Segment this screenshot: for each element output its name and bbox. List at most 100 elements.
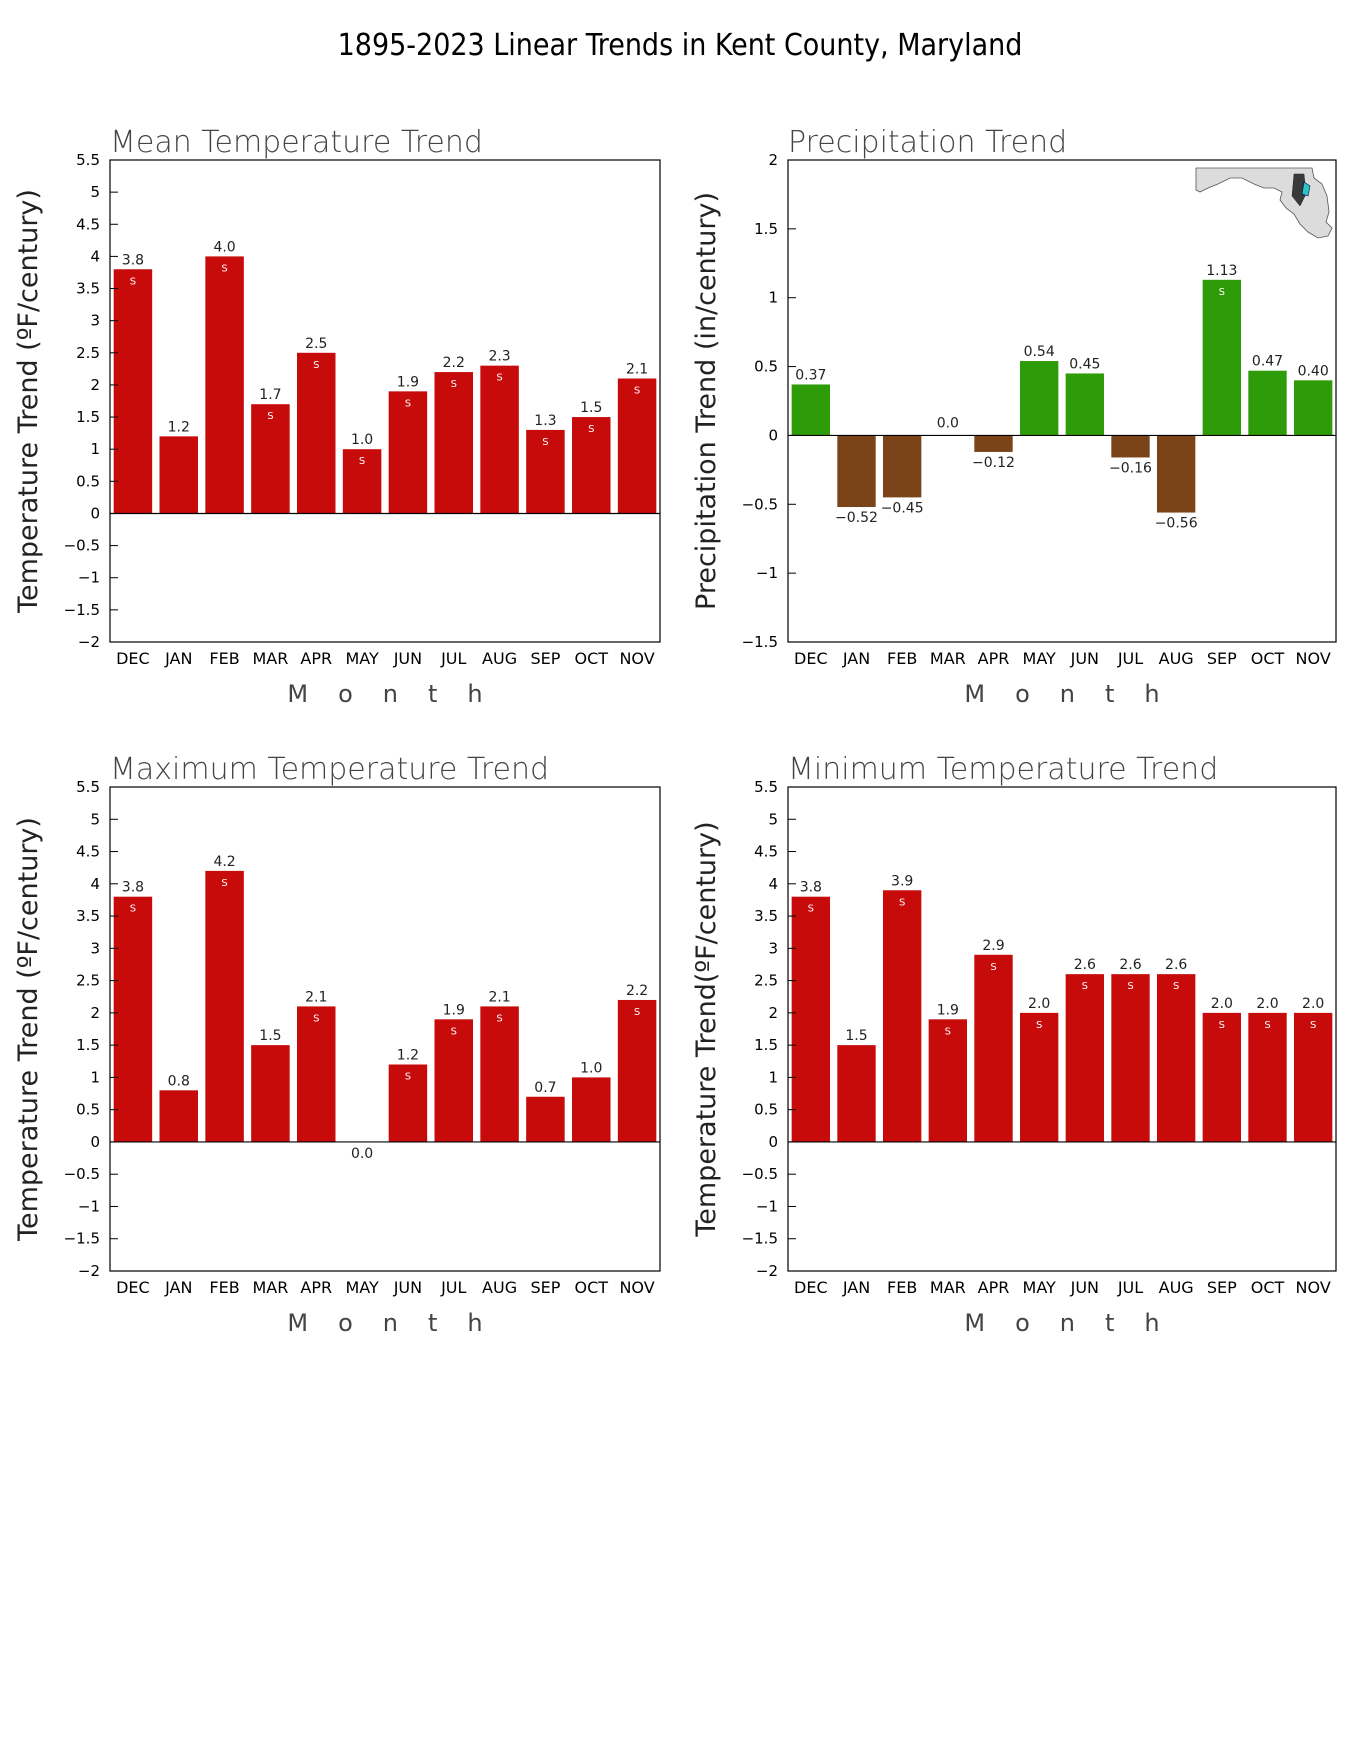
y-tick-label: 3 <box>90 312 100 330</box>
plot-frame <box>787 159 1337 643</box>
x-tick-label: NOV <box>619 1278 654 1297</box>
data-label: −0.56 <box>1155 516 1198 532</box>
y-tick-label: 0 <box>768 426 778 444</box>
x-tick-label: APR <box>978 649 1010 668</box>
y-tick-label: 5 <box>90 183 100 201</box>
x-tick-label: JUN <box>393 1278 422 1297</box>
y-tick-label: 0.5 <box>76 472 100 490</box>
x-tick-label: APR <box>300 649 332 668</box>
chart-title: Maximum Temperature Trend <box>110 752 549 787</box>
bar <box>434 1019 473 1142</box>
bar <box>882 890 922 1142</box>
data-label: 1.5 <box>580 400 602 416</box>
data-label: 1.2 <box>397 1047 419 1063</box>
bar <box>1019 1012 1059 1142</box>
x-tick-label: AUG <box>1159 1278 1194 1297</box>
y-tick-label: −1 <box>756 564 778 582</box>
y-tick-label: 1.5 <box>754 1036 778 1054</box>
significance-label: S <box>221 263 227 274</box>
y-tick-label: 2.5 <box>76 972 100 990</box>
y-tick-label: −2 <box>78 633 100 651</box>
chart-mean-temp: Mean Temperature Trend Temperature Trend … <box>13 125 661 708</box>
bar <box>1065 373 1105 436</box>
y-tick-label: −1.5 <box>64 601 100 619</box>
significance-label: S <box>313 360 319 371</box>
bar <box>1111 435 1150 458</box>
x-tick-label: APR <box>978 1278 1010 1297</box>
x-tick-label: JAN <box>164 649 192 668</box>
data-label: 2.1 <box>626 362 648 378</box>
data-label: 0.37 <box>795 367 826 383</box>
bar <box>159 1090 198 1142</box>
y-tick-label: 3 <box>90 939 100 957</box>
y-tick-label: −1.5 <box>742 1230 778 1248</box>
y-tick-label: 3 <box>768 939 778 957</box>
bar <box>572 417 611 514</box>
data-label: 1.9 <box>443 1002 465 1018</box>
bar <box>1111 974 1150 1142</box>
bar <box>251 404 290 514</box>
significance-label: S <box>267 411 273 422</box>
y-tick-label: 2 <box>768 151 778 169</box>
y-tick-label: 1.5 <box>754 220 778 238</box>
chart-max-temp: Maximum Temperature Trend Temperature Tre… <box>13 752 661 1337</box>
significance-label: S <box>808 904 814 915</box>
plot-frame <box>109 159 661 643</box>
bar <box>974 954 1013 1142</box>
significance-label: S <box>990 962 996 973</box>
y-tick-label: 3.5 <box>76 280 100 298</box>
bar <box>837 435 876 508</box>
data-label: 0.45 <box>1069 356 1100 372</box>
significance-label: S <box>130 276 136 287</box>
y-tick-label: 4 <box>90 875 100 893</box>
x-tick-label: DEC <box>794 649 828 668</box>
bar <box>297 352 336 514</box>
x-tick-label: SEP <box>1207 1278 1237 1297</box>
significance-label: S <box>221 878 227 889</box>
data-label: −0.52 <box>835 510 878 526</box>
y-tick-label: 2.5 <box>754 972 778 990</box>
bar <box>205 256 244 514</box>
y-tick-label: 1 <box>768 1068 778 1086</box>
data-label: 2.0 <box>1302 996 1324 1012</box>
y-tick-label: −1 <box>78 569 100 587</box>
y-tick-label: −1.5 <box>64 1230 100 1248</box>
bar <box>1248 1012 1287 1142</box>
bar <box>1156 435 1196 513</box>
significance-label: S <box>1036 1020 1042 1031</box>
x-tick-label: MAY <box>345 1278 379 1297</box>
data-label: 1.9 <box>397 374 419 390</box>
data-label: 2.2 <box>626 983 648 999</box>
x-tick-label: SEP <box>1207 649 1237 668</box>
data-label: 1.9 <box>937 1002 959 1018</box>
x-axis-title: Month <box>964 680 1189 708</box>
bar <box>1202 1012 1242 1142</box>
x-tick-label: FEB <box>887 1278 917 1297</box>
y-tick-label: −1 <box>756 1197 778 1215</box>
x-axis-title: Month <box>287 1309 512 1337</box>
x-tick-label: JAN <box>164 1278 192 1297</box>
significance-label: S <box>313 1013 319 1024</box>
significance-label: S <box>496 1013 502 1024</box>
x-tick-label: JAN <box>842 1278 870 1297</box>
bar <box>882 435 922 498</box>
significance-label: S <box>542 437 548 448</box>
significance-label: S <box>451 379 457 390</box>
x-tick-label: JUL <box>1117 649 1143 668</box>
bar <box>251 1045 290 1142</box>
y-tick-label: 4.5 <box>76 215 100 233</box>
data-label: 4.2 <box>213 854 235 870</box>
x-tick-label: JAN <box>842 649 870 668</box>
y-axis-title: Precipitation Trend (in/century) <box>691 192 722 610</box>
bar <box>342 449 382 514</box>
data-label: 3.9 <box>891 873 913 889</box>
bar <box>1202 279 1242 436</box>
x-tick-label: MAY <box>1023 649 1057 668</box>
data-label: 2.1 <box>305 989 327 1005</box>
bar <box>837 1045 876 1142</box>
bar <box>205 870 244 1142</box>
y-tick-label: −2 <box>78 1262 100 1280</box>
x-tick-label: JUN <box>1070 1278 1099 1297</box>
data-label: −0.45 <box>881 500 924 516</box>
